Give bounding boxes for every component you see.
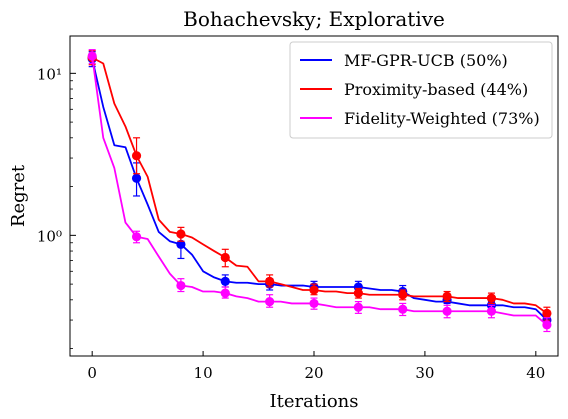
y-tick-label: 10⁰ xyxy=(37,227,62,245)
chart-title: Bohachevsky; Explorative xyxy=(183,7,445,31)
data-point-2-0 xyxy=(87,51,97,61)
series-line-2 xyxy=(91,55,548,326)
data-point-2-3 xyxy=(220,288,230,298)
data-point-2-10 xyxy=(542,320,552,330)
y-axis-label: Regret xyxy=(8,164,29,227)
data-point-0-3 xyxy=(220,276,230,286)
x-axis-label: Iterations xyxy=(270,391,359,412)
x-tick-label: 30 xyxy=(415,364,434,382)
data-point-1-10 xyxy=(542,308,552,318)
data-point-2-1 xyxy=(131,232,142,242)
data-point-2-9 xyxy=(486,306,497,316)
x-tick-label: 10 xyxy=(194,364,213,382)
data-point-1-2 xyxy=(176,229,186,239)
data-point-1-1 xyxy=(131,151,142,161)
series-line-0 xyxy=(91,58,548,321)
legend-box xyxy=(289,41,553,139)
data-point-2-2 xyxy=(176,280,186,291)
data-point-2-8 xyxy=(442,306,452,316)
data-point-1-8 xyxy=(442,291,452,301)
data-point-2-6 xyxy=(353,302,363,312)
data-point-2-7 xyxy=(398,304,408,314)
data-point-1-5 xyxy=(309,285,319,295)
series-line-1 xyxy=(91,56,548,315)
legend-label-2: Fidelity-Weighted (73%) xyxy=(344,109,540,128)
data-point-1-4 xyxy=(265,276,275,286)
data-point-1-9 xyxy=(486,293,497,303)
x-tick-label: 40 xyxy=(526,364,545,382)
data-point-1-7 xyxy=(398,290,408,300)
x-tick-label: 20 xyxy=(304,364,323,382)
legend: MF-GPR-UCB (50%) Proximity-based (44%) Fid… xyxy=(289,41,553,139)
data-point-1-3 xyxy=(220,252,230,263)
x-tick-label: 0 xyxy=(87,364,97,382)
data-point-2-5 xyxy=(309,298,319,309)
data-point-2-4 xyxy=(265,296,275,307)
legend-label-1: Proximity-based (44%) xyxy=(344,80,528,99)
legend-label-0: MF-GPR-UCB (50%) xyxy=(344,51,508,70)
data-point-0-1 xyxy=(131,173,142,183)
data-point-0-2 xyxy=(176,239,186,249)
y-tick-label: 10¹ xyxy=(37,65,62,83)
data-point-1-6 xyxy=(353,288,363,298)
